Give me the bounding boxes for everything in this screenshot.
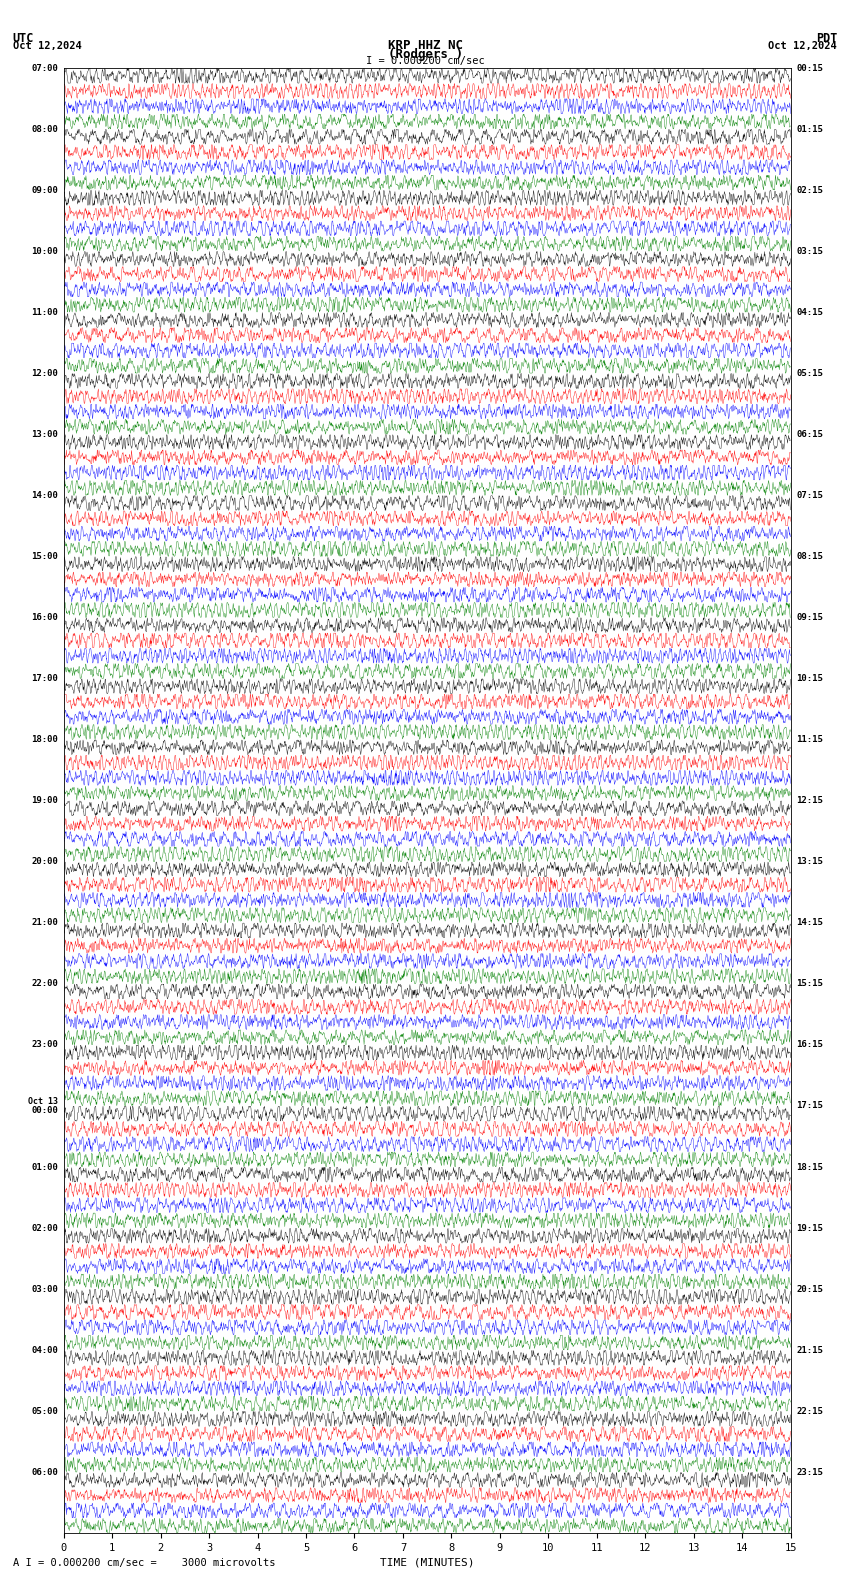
Text: 13:15: 13:15 [796,857,823,866]
Text: 03:15: 03:15 [796,247,823,255]
Text: 19:00: 19:00 [31,797,58,805]
Text: Oct 13: Oct 13 [28,1098,58,1106]
Text: (Rodgers ): (Rodgers ) [388,48,462,60]
Text: KRP HHZ NC: KRP HHZ NC [388,38,462,52]
Text: 05:15: 05:15 [796,369,823,379]
X-axis label: TIME (MINUTES): TIME (MINUTES) [380,1557,474,1567]
Text: 00:00: 00:00 [31,1106,58,1115]
Text: 16:15: 16:15 [796,1041,823,1050]
Text: 22:15: 22:15 [796,1407,823,1416]
Text: 11:00: 11:00 [31,307,58,317]
Text: 04:15: 04:15 [796,307,823,317]
Text: 08:15: 08:15 [796,551,823,561]
Text: 20:15: 20:15 [796,1285,823,1294]
Text: 06:00: 06:00 [31,1468,58,1476]
Text: 10:15: 10:15 [796,675,823,683]
Text: I = 0.000200 cm/sec: I = 0.000200 cm/sec [366,55,484,67]
Text: 15:00: 15:00 [31,551,58,561]
Text: 06:15: 06:15 [796,429,823,439]
Text: 07:15: 07:15 [796,491,823,501]
Text: 18:00: 18:00 [31,735,58,744]
Text: 00:15: 00:15 [796,63,823,73]
Text: 12:00: 12:00 [31,369,58,379]
Text: 14:15: 14:15 [796,919,823,927]
Text: 07:00: 07:00 [31,63,58,73]
Text: 05:00: 05:00 [31,1407,58,1416]
Text: Oct 12,2024: Oct 12,2024 [13,41,82,51]
Text: 17:00: 17:00 [31,675,58,683]
Text: 22:00: 22:00 [31,979,58,988]
Text: 14:00: 14:00 [31,491,58,501]
Text: 08:00: 08:00 [31,125,58,133]
Text: 19:15: 19:15 [796,1223,823,1232]
Text: 09:00: 09:00 [31,185,58,195]
Text: 20:00: 20:00 [31,857,58,866]
Text: 11:15: 11:15 [796,735,823,744]
Text: 10:00: 10:00 [31,247,58,255]
Text: 17:15: 17:15 [796,1101,823,1110]
Text: 15:15: 15:15 [796,979,823,988]
Text: 03:00: 03:00 [31,1285,58,1294]
Text: 13:00: 13:00 [31,429,58,439]
Text: 01:15: 01:15 [796,125,823,133]
Text: 23:15: 23:15 [796,1468,823,1476]
Text: A I = 0.000200 cm/sec =    3000 microvolts: A I = 0.000200 cm/sec = 3000 microvolts [13,1559,275,1568]
Text: 01:00: 01:00 [31,1163,58,1172]
Text: 21:15: 21:15 [796,1346,823,1354]
Text: 02:00: 02:00 [31,1223,58,1232]
Text: 12:15: 12:15 [796,797,823,805]
Text: 23:00: 23:00 [31,1041,58,1050]
Text: 09:15: 09:15 [796,613,823,623]
Text: 21:00: 21:00 [31,919,58,927]
Text: 04:00: 04:00 [31,1346,58,1354]
Text: 18:15: 18:15 [796,1163,823,1172]
Text: 02:15: 02:15 [796,185,823,195]
Text: PDT: PDT [816,32,837,44]
Text: 16:00: 16:00 [31,613,58,623]
Text: Oct 12,2024: Oct 12,2024 [768,41,837,51]
Text: UTC: UTC [13,32,34,44]
